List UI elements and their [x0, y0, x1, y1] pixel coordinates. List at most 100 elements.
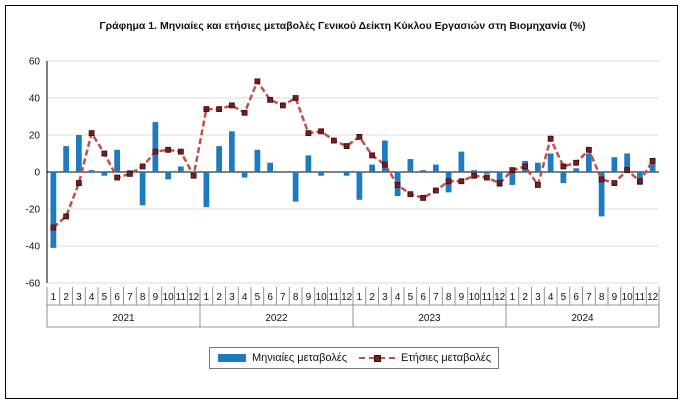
x-tick-label-month: 7: [433, 292, 439, 303]
bar-monthly-change: [241, 172, 248, 178]
point-annual-change: [126, 170, 133, 177]
x-tick-label-month: 2: [216, 292, 222, 303]
bar-monthly-change: [101, 172, 108, 176]
point-annual-change: [547, 135, 554, 142]
y-tick-label: 60: [29, 57, 41, 68]
x-tick-label-month: 4: [395, 292, 401, 303]
y-tick-label: 40: [29, 94, 41, 105]
bar-monthly-change: [152, 122, 159, 172]
point-annual-change: [50, 224, 57, 231]
bar-monthly-change: [88, 170, 95, 172]
x-tick-label-month: 4: [89, 292, 95, 303]
bar-monthly-change: [586, 153, 592, 172]
bar-monthly-change: [292, 172, 299, 202]
bar-monthly-change: [216, 146, 222, 172]
point-annual-change: [509, 167, 516, 174]
x-tick-label-month: 2: [369, 292, 375, 303]
point-annual-change: [356, 133, 363, 140]
point-annual-change: [165, 146, 172, 153]
bar-monthly-change: [229, 131, 235, 172]
x-tick-label-month: 12: [494, 292, 506, 303]
bar-monthly-change: [573, 168, 579, 172]
point-annual-change: [279, 102, 286, 109]
x-tick-label-month: 3: [76, 292, 82, 303]
x-tick-label-year: 2021: [112, 313, 135, 324]
bar-monthly-change: [535, 162, 541, 172]
point-annual-change: [292, 95, 299, 101]
chart-frame: [5, 5, 678, 399]
point-annual-change: [573, 159, 580, 166]
point-annual-change: [305, 130, 312, 137]
point-annual-change: [241, 109, 248, 116]
x-tick-label-month: 5: [408, 292, 414, 303]
point-annual-change: [585, 146, 592, 153]
x-tick-label-year: 2023: [418, 313, 441, 324]
point-annual-change: [496, 180, 503, 187]
point-annual-change: [560, 163, 567, 170]
legend-label-annual: Ετήσιες μεταβολές: [401, 352, 492, 364]
point-annual-change: [598, 176, 605, 183]
bar-monthly-change: [318, 172, 324, 176]
x-tick-label-year: 2024: [571, 313, 594, 324]
x-tick-label-month: 9: [153, 292, 159, 303]
x-tick-label-month: 9: [306, 292, 312, 303]
point-annual-change: [343, 143, 350, 150]
y-tick-label: 20: [29, 131, 41, 142]
point-annual-change: [432, 187, 439, 194]
bar-monthly-change: [611, 157, 618, 172]
x-tick-label-month: 1: [204, 292, 210, 303]
x-tick-label-month: 1: [510, 292, 516, 303]
bar-monthly-change: [50, 172, 57, 248]
point-annual-change: [483, 174, 490, 181]
bar-monthly-change: [178, 166, 184, 172]
bar-monthly-change: [471, 170, 477, 172]
point-annual-change: [216, 106, 223, 112]
x-tick-label-month: 6: [114, 292, 120, 303]
x-tick-label-month: 6: [573, 292, 579, 303]
point-annual-change: [318, 128, 325, 135]
point-annual-change: [139, 163, 146, 170]
point-annual-change: [611, 180, 618, 187]
x-tick-label-month: 4: [242, 292, 248, 303]
point-annual-change: [88, 130, 95, 137]
legend-item-annual: Ετήσιες μεταβολές: [347, 352, 491, 364]
bar-monthly-change: [547, 153, 554, 172]
x-tick-label-month: 8: [293, 292, 299, 303]
x-tick-label-month: 12: [341, 292, 353, 303]
legend-item-monthly: Μηνιαίες μεταβολές: [210, 352, 347, 364]
bar-monthly-change: [76, 135, 82, 172]
y-tick-label: -60: [26, 279, 41, 290]
bar-monthly-change: [624, 153, 630, 172]
x-tick-label-month: 2: [63, 292, 69, 303]
y-tick-label: 0: [34, 168, 40, 179]
bar-monthly-change: [382, 140, 388, 172]
point-annual-change: [152, 148, 159, 155]
bar-monthly-change: [369, 164, 375, 172]
point-annual-change: [75, 180, 82, 187]
bar-monthly-change: [165, 172, 171, 180]
x-tick-label-month: 10: [622, 292, 634, 303]
bar-monthly-change: [496, 172, 503, 187]
series-line-annual-change: [52, 78, 654, 229]
point-annual-change: [267, 96, 274, 103]
bar-monthly-change: [560, 172, 567, 184]
bar-monthly-change: [509, 172, 516, 185]
x-tick-label-year: 2022: [265, 313, 288, 324]
x-tick-label-month: 5: [561, 292, 567, 303]
x-tick-label-month: 10: [316, 292, 328, 303]
point-annual-change: [420, 194, 427, 201]
point-annual-change: [190, 172, 197, 179]
bar-monthly-change: [458, 151, 465, 172]
bar-monthly-change: [649, 160, 656, 172]
x-tick-label-month: 7: [586, 292, 592, 303]
legend-bar-swatch: [218, 354, 246, 362]
x-tick-label-month: 8: [446, 292, 452, 303]
point-annual-change: [624, 167, 631, 174]
y-tick-label: -40: [26, 242, 41, 253]
bar-monthly-change: [420, 170, 426, 172]
bar-monthly-change: [433, 164, 439, 172]
point-annual-change: [101, 150, 108, 157]
point-annual-change: [63, 213, 70, 220]
x-tick-label-month: 10: [469, 292, 481, 303]
